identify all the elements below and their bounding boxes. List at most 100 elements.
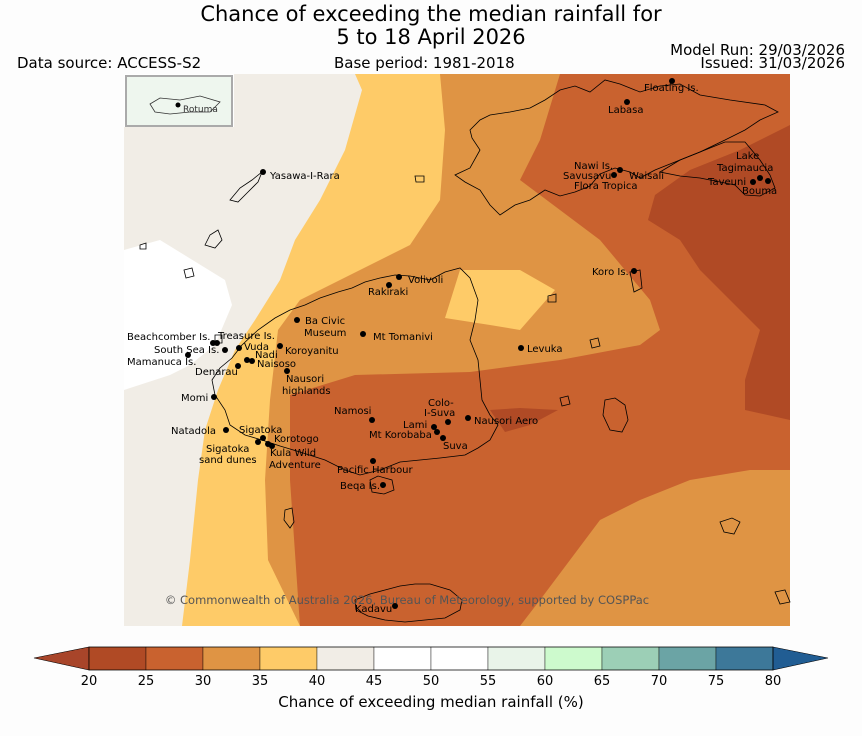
place-dot (185, 352, 191, 358)
copyright-notice: © Commonwealth of Australia 2026, Bureau… (165, 593, 649, 607)
map-title-line1: Chance of exceeding the median rainfall … (200, 2, 662, 26)
colorbar-cell (88, 646, 147, 671)
colorbar-tick-label: 60 (537, 674, 554, 689)
place-label: Koroyanitu (285, 346, 339, 357)
place-label: Rakiraki (368, 287, 408, 298)
place-dot (440, 435, 446, 441)
zone-30 (520, 470, 790, 626)
place-label: Lami (403, 420, 427, 431)
place-dot (255, 439, 261, 445)
place-dot (611, 172, 617, 178)
colorbar: 20 25 30 35 40 45 50 55 60 65 70 75 80 (33, 646, 829, 689)
place-label: Flora Tropica (574, 181, 637, 192)
issued-date: Issued: 31/03/2026 (700, 54, 845, 72)
place-label: Nawi Is. (574, 161, 613, 172)
place-dot (360, 331, 366, 337)
place-label: Mamanuca Is. (127, 357, 196, 368)
colorbar-tick-label: 55 (480, 674, 497, 689)
place-dot (518, 345, 524, 351)
colorbar-tick-label: 50 (423, 674, 440, 689)
colorbar-cell (658, 646, 717, 671)
zone-45 (124, 240, 232, 390)
rotuma-inset: Rotuma (124, 74, 234, 127)
colorbar-cell (544, 646, 603, 671)
place-label: Denarau (195, 367, 238, 378)
place-dot (249, 358, 255, 364)
colorbar-cell (715, 646, 774, 671)
place-dot (386, 282, 392, 288)
zone-40 (124, 74, 362, 626)
place-dot (294, 317, 300, 323)
place-dot (222, 347, 228, 353)
place-label: Colo- (428, 398, 454, 409)
place-label: Volivoli (408, 275, 443, 286)
place-label: Namosi (334, 406, 371, 417)
place-label: Adventure (269, 460, 321, 471)
place-label: Beachcomber Is. (127, 332, 210, 343)
place-dot (244, 357, 250, 363)
colorbar-cell (202, 646, 261, 671)
place-dot (669, 78, 675, 84)
place-label: Sigatoka (206, 444, 249, 455)
place-label: Floating Is. (644, 83, 699, 94)
place-label: Savusavu (563, 171, 611, 182)
rotuma-label: Rotuma (183, 105, 218, 115)
place-labels: Floating Is. Labasa Nawi Is. Savusavu Wa… (127, 83, 777, 615)
colorbar-tick-label: 20 (81, 674, 98, 689)
place-label: Beqa Is. (340, 481, 380, 492)
place-label: Korotogo (274, 434, 319, 445)
colorbar-tick-label: 30 (195, 674, 212, 689)
place-dot (380, 482, 386, 488)
base-period: Base period: 1981-2018 (334, 54, 515, 72)
zone-20 (490, 408, 558, 432)
place-label: Kula Wild (270, 448, 316, 459)
place-label: Levuka (527, 344, 563, 355)
place-dot (392, 603, 398, 609)
colorbar-tick-label: 45 (366, 674, 383, 689)
place-label: I-Suva (424, 408, 455, 419)
place-dot (269, 443, 275, 449)
colorbar-tick-label: 65 (594, 674, 611, 689)
place-dot (631, 268, 637, 274)
place-dot (223, 427, 229, 433)
colorbar-tick-label: 35 (252, 674, 269, 689)
place-label: Mt Tomanivi (373, 332, 433, 343)
place-markers (185, 78, 771, 609)
place-dot (396, 274, 402, 280)
place-dot (235, 363, 241, 369)
place-dot (624, 99, 630, 105)
place-label: Bouma (742, 186, 777, 197)
place-dot (757, 175, 763, 181)
place-label: Vuda (244, 342, 269, 353)
place-dot (260, 435, 266, 441)
colorbar-tick-label: 25 (138, 674, 155, 689)
place-label: Pacific Harbour (337, 465, 414, 476)
place-label: Momi (181, 393, 208, 404)
colorbar-title: Chance of exceeding median rainfall (%) (278, 693, 584, 711)
colorbar-cell (430, 646, 489, 671)
place-label: Lake (736, 151, 759, 162)
place-label: Labasa (608, 105, 644, 116)
place-label: Yasawa-I-Rara (269, 171, 340, 182)
place-label: Waisali (629, 171, 664, 182)
colorbar-tick-label: 40 (309, 674, 326, 689)
coastlines (139, 79, 791, 623)
place-label: Tagimaucia (716, 163, 773, 174)
place-label: Natadola (171, 426, 216, 437)
place-label: Naisoso (257, 359, 296, 370)
colorbar-cell (373, 646, 432, 671)
place-label: Nausori (286, 374, 324, 385)
place-label: Sigatoka (239, 425, 282, 436)
place-dot (284, 368, 290, 374)
probability-zones (124, 74, 790, 626)
place-label: South Sea Is. (154, 345, 219, 356)
colorbar-tick-label: 70 (651, 674, 668, 689)
place-dot (236, 345, 242, 351)
place-label: Suva (443, 441, 468, 452)
place-label: Ba Civic (305, 316, 345, 327)
place-dot (211, 394, 217, 400)
place-dot (260, 169, 266, 175)
place-label: Museum (304, 328, 346, 339)
colorbar-tick-label: 80 (765, 674, 782, 689)
